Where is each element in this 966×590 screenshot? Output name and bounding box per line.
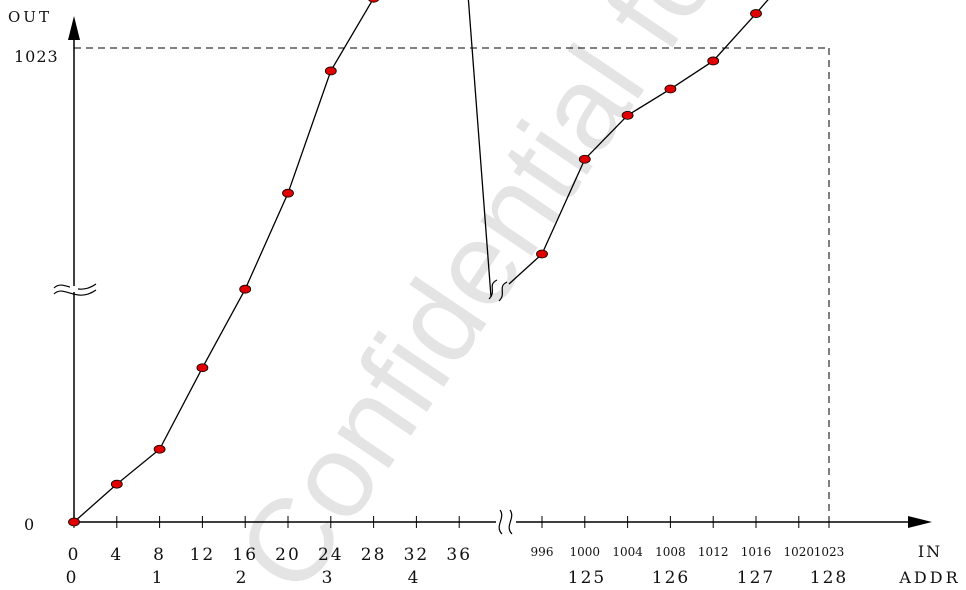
x-tick-label-in: 36: [446, 545, 472, 565]
data-point: [283, 189, 294, 197]
y-tick-label: 1023: [14, 47, 59, 66]
x-tick-label-in: 16: [232, 545, 258, 565]
x-tick-label-in: 1016: [741, 545, 772, 559]
x-tick-label-in: 1008: [655, 545, 686, 559]
data-point: [154, 445, 165, 453]
data-point: [197, 364, 208, 372]
data-point: [69, 518, 80, 526]
data-point: [579, 155, 590, 163]
data-point: [751, 10, 762, 18]
x-tick-label-in: 4: [110, 545, 123, 565]
x-tick-label-addr: 126: [652, 568, 690, 588]
y-axis-break-gap: [70, 286, 78, 292]
y-axis-arrow: [68, 16, 80, 40]
x-tick-label-addr: 1: [152, 568, 165, 588]
x-tick-label-addr: 4: [408, 568, 421, 588]
x-tick-label-in: 996: [531, 545, 554, 559]
x-tick-label-in: 32: [404, 545, 430, 565]
x-tick-label-in: 12: [190, 545, 216, 565]
data-point: [622, 111, 633, 119]
x-axis-title-addr: ADDR: [898, 568, 960, 587]
x-tick-label-addr: 128: [810, 568, 848, 588]
x-tick-label-in: 20: [275, 545, 301, 565]
data-point: [537, 250, 548, 258]
watermark-text: Confidential for: [212, 0, 765, 590]
x-axis-arrow: [908, 516, 932, 528]
y-tick-label: 0: [24, 515, 34, 534]
data-point: [368, 0, 379, 2]
x-tick-label-in: 1012: [698, 545, 729, 559]
x-tick-label-addr: 3: [322, 568, 335, 588]
data-point: [325, 67, 336, 75]
x-tick-label-in: 1020: [784, 545, 815, 559]
x-tick-label-in: 1004: [612, 545, 643, 559]
x-tick-label-addr: 127: [737, 568, 775, 588]
x-tick-label-in: 1023: [814, 545, 845, 559]
data-point: [665, 85, 676, 93]
x-tick-label-in: 1000: [570, 545, 601, 559]
x-tick-label-in: 24: [318, 545, 344, 565]
x-tick-label-addr: 0: [66, 568, 79, 588]
watermark: Confidential for: [212, 0, 765, 590]
x-tick-label-addr: 125: [568, 568, 606, 588]
x-tick-label-in: 0: [68, 545, 81, 565]
data-point: [708, 57, 719, 65]
data-point: [111, 480, 122, 488]
x-tick-label-in: 8: [153, 545, 166, 565]
y-axis-title: OUT: [8, 8, 52, 26]
data-point: [240, 285, 251, 293]
x-axis-title-in: IN: [918, 542, 942, 561]
x-tick-label-in: 28: [361, 545, 387, 565]
x-tick-label-addr: 2: [236, 568, 249, 588]
